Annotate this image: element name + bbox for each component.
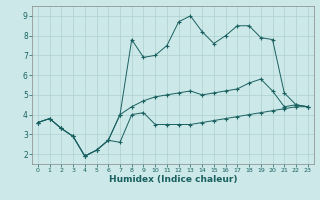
X-axis label: Humidex (Indice chaleur): Humidex (Indice chaleur): [108, 175, 237, 184]
